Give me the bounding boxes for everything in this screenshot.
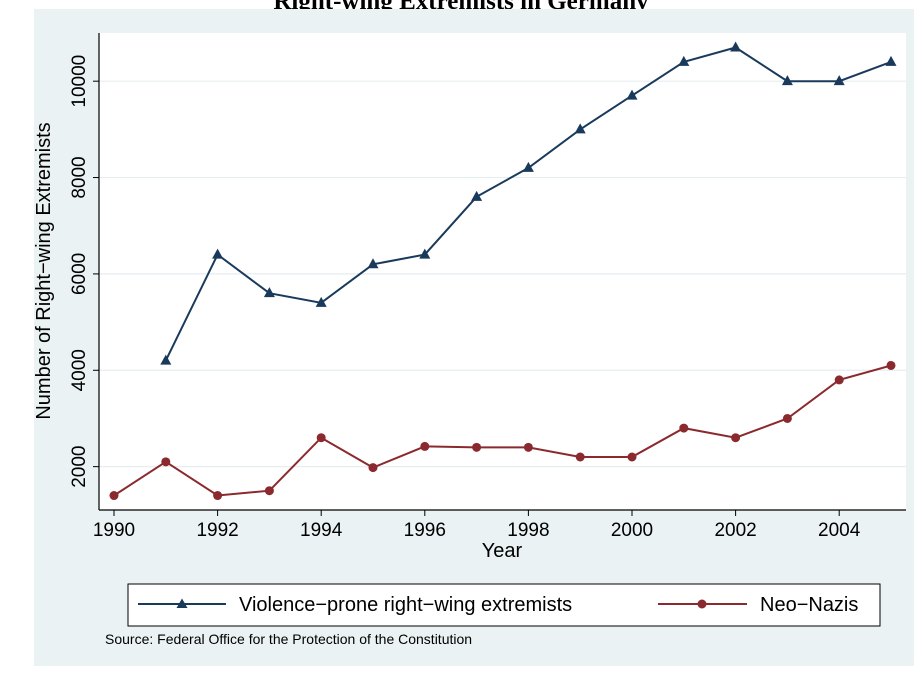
y-tick-label: 6000 — [69, 253, 90, 295]
data-point-triangle — [574, 123, 586, 134]
legend: Violence−prone right−wing extremists Neo… — [127, 583, 881, 627]
data-point-circle — [316, 433, 326, 443]
legend-marker-violence-prone — [176, 598, 188, 608]
x-tick-label: 1992 — [196, 520, 238, 541]
data-point-triangle — [212, 248, 224, 259]
data-point-triangle — [160, 354, 172, 365]
data-point-circle — [213, 491, 223, 501]
data-point-circle — [834, 375, 844, 385]
data-point-circle — [161, 457, 171, 467]
data-point-circle — [731, 433, 741, 443]
series-group — [109, 41, 897, 501]
x-tick-label: 2000 — [611, 520, 653, 541]
x-tick-label: 1998 — [507, 520, 549, 541]
legend-marker-neo-nazis — [697, 599, 707, 609]
y-ticks: 2000 4000 6000 8000 10000 — [69, 55, 99, 488]
data-point-circle — [679, 423, 689, 433]
y-axis-title: Number of Right−wing Extremists — [34, 122, 55, 419]
y-tick-label: 2000 — [69, 445, 90, 487]
plot-area — [99, 33, 906, 510]
x-ticks: 1990 1992 1994 1996 1998 2000 2002 2004 — [93, 510, 861, 541]
data-point-triangle — [833, 75, 845, 86]
data-point-triangle — [730, 41, 742, 52]
data-point-triangle — [263, 287, 275, 298]
data-point-circle — [368, 463, 378, 473]
legend-label-violence-prone: Violence−prone right−wing extremists — [239, 594, 572, 616]
data-point-circle — [523, 442, 533, 452]
x-axis-title: Year — [482, 540, 523, 562]
data-point-circle — [420, 441, 430, 451]
data-point-circle — [782, 413, 792, 423]
data-point-circle — [886, 360, 896, 370]
data-point-circle — [627, 452, 637, 462]
grid-lines — [99, 80, 906, 468]
chart-figure: 2000 4000 6000 8000 10000 1990 1992 1994 1996 19… — [34, 9, 914, 666]
data-point-triangle — [419, 248, 431, 259]
data-point-triangle — [626, 89, 638, 100]
x-tick-label: 1994 — [300, 520, 343, 541]
data-point-circle — [575, 452, 585, 462]
series-line-1 — [113, 364, 892, 497]
y-tick-label: 4000 — [69, 349, 90, 391]
data-point-triangle — [522, 161, 534, 172]
x-tick-label: 1996 — [404, 520, 446, 541]
x-tick-label: 1990 — [93, 520, 135, 541]
data-point-triangle — [885, 55, 897, 66]
legend-label-neo-nazis: Neo−Nazis — [760, 594, 858, 616]
data-point-circle — [109, 491, 119, 501]
y-tick-label: 10000 — [69, 55, 90, 108]
data-point-triangle — [781, 75, 793, 86]
data-point-triangle — [315, 296, 327, 307]
legend-box — [127, 583, 881, 627]
x-tick-label: 2004 — [818, 520, 861, 541]
x-tick-label: 2002 — [714, 520, 756, 541]
y-tick-label: 8000 — [69, 156, 90, 198]
data-point-triangle — [678, 55, 690, 66]
data-point-triangle — [471, 190, 483, 201]
data-point-circle — [472, 442, 482, 452]
source-note: Source: Federal Office for the Protectio… — [105, 631, 472, 647]
data-point-triangle — [367, 258, 379, 269]
data-point-circle — [264, 486, 274, 496]
